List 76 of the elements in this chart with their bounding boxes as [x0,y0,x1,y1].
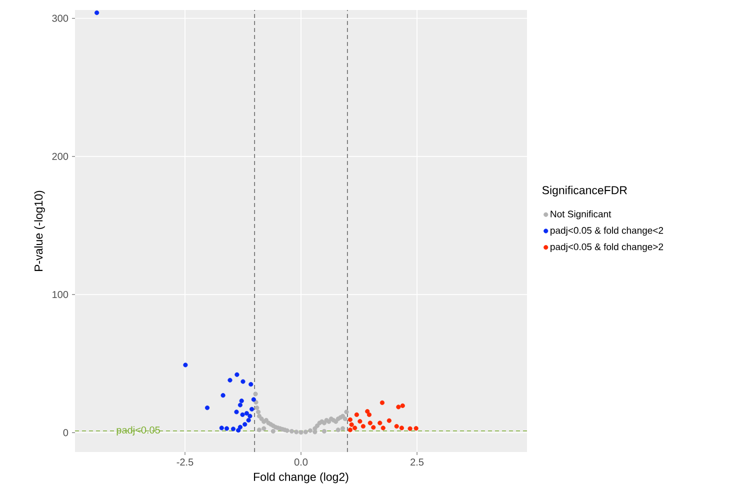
point [236,428,241,433]
point [230,426,236,432]
point [308,428,313,433]
ref-line-label: padj<0.05 [116,426,160,436]
point [228,378,232,382]
point [259,416,264,422]
point [400,403,405,408]
point [234,372,240,377]
point [380,426,386,430]
point [322,420,327,426]
point [240,379,246,384]
point [248,414,252,418]
point [246,418,251,423]
point [224,426,230,431]
point [298,430,304,435]
point [220,393,226,398]
point [94,10,100,16]
point [378,420,382,426]
point [312,430,318,434]
point [414,426,418,431]
point [348,428,352,432]
point [344,410,349,414]
legend-title: SignificanceFDR [542,186,627,197]
point [270,428,276,434]
point [256,428,262,432]
x-tick-label: 2.5 [410,458,424,466]
legend-label: Not Significant [550,210,612,220]
point [253,392,258,396]
point [354,412,359,418]
point [289,428,294,434]
point [254,406,260,410]
point [394,424,399,429]
point [349,422,354,427]
legend-label: padj<0.05 & fold change>2 [550,243,664,252]
y-tick-label: 200 [52,152,68,160]
y-tick-label: 100 [52,291,68,298]
point [183,362,188,368]
point [234,410,239,414]
x-tick-label: 0.0 [294,458,308,466]
point [294,430,299,434]
point [342,416,348,422]
point [239,398,244,404]
point [340,426,346,431]
point [365,409,370,414]
y-tick-label: 0 [63,429,68,436]
point [348,417,352,422]
point [366,412,372,418]
point [368,420,372,426]
point [358,419,362,424]
point [251,397,256,402]
point [219,426,224,430]
point [240,412,245,418]
y-axis-title: P-value (-log10) [34,190,45,271]
point [204,406,210,410]
point [262,426,266,431]
point [399,426,404,430]
x-tick-label: -2.5 [176,458,194,466]
point [396,404,401,410]
point [380,400,385,405]
point [256,410,261,414]
point [408,426,412,431]
point [248,382,254,387]
point [371,425,376,430]
point [303,430,308,434]
point [360,424,366,429]
point [238,402,243,408]
point [244,411,250,416]
legend-label: padj<0.05 & fold change<2 [550,226,664,236]
point [352,426,358,430]
point [242,422,248,427]
point [322,428,327,434]
point [336,428,340,432]
x-axis-title: Fold change (log2) [254,472,348,484]
y-tick-label: 300 [52,14,68,22]
point [250,406,254,412]
point [386,418,392,423]
